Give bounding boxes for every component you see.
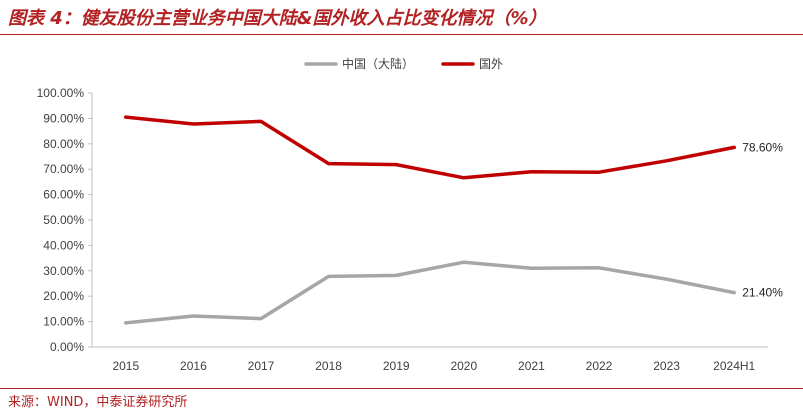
y-tick-label: 60.00% bbox=[43, 188, 84, 202]
y-axis: 0.00% 10.00% 20.00% 30.00% 40.00% 50.00% 60.00… bbox=[37, 86, 93, 354]
x-tick-label: 2023 bbox=[653, 359, 680, 373]
y-tick-label: 70.00% bbox=[43, 162, 84, 176]
y-tick-label: 40.00% bbox=[43, 238, 84, 252]
y-tick-label: 20.00% bbox=[43, 289, 84, 303]
y-tick-label: 100.00% bbox=[37, 86, 85, 100]
y-tick-label: 80.00% bbox=[43, 137, 84, 151]
series-group bbox=[124, 115, 736, 325]
x-tick-label: 2024H1 bbox=[713, 359, 755, 373]
x-tick-label: 2022 bbox=[586, 359, 613, 373]
data-label: 78.60% bbox=[742, 140, 783, 154]
y-tick-label: 10.00% bbox=[43, 315, 84, 329]
x-tick-label: 2018 bbox=[315, 359, 342, 373]
title-divider bbox=[0, 34, 803, 35]
x-tick-label: 2016 bbox=[180, 359, 207, 373]
footer-divider bbox=[0, 388, 803, 389]
y-tick-label: 0.00% bbox=[50, 340, 84, 354]
y-tick-label: 50.00% bbox=[43, 213, 84, 227]
y-tick-label: 90.00% bbox=[43, 111, 84, 125]
source-note: 来源：WIND，中泰证券研究所 bbox=[8, 395, 188, 410]
x-tick-label: 2017 bbox=[248, 359, 275, 373]
end-labels: 21.40% 78.60% bbox=[742, 140, 783, 299]
legend: 中国（大陆） 国外 bbox=[304, 56, 503, 71]
data-label: 21.40% bbox=[742, 286, 783, 300]
y-tick-label: 30.00% bbox=[43, 264, 84, 278]
series-line-china-mainland bbox=[124, 260, 736, 325]
x-axis: 2015 2016 2017 2018 2019 2020 2021 2022 2023 2024… bbox=[92, 346, 768, 373]
legend-label: 国外 bbox=[479, 57, 503, 71]
x-tick-label: 2015 bbox=[112, 359, 139, 373]
x-tick-label: 2021 bbox=[518, 359, 545, 373]
x-tick-label: 2019 bbox=[383, 359, 410, 373]
x-tick-label: 2020 bbox=[450, 359, 477, 373]
legend-label: 中国（大陆） bbox=[342, 56, 414, 71]
chart-title: 图表 4：健友股份主营业务中国大陆&国外收入占比变化情况（%） bbox=[8, 8, 547, 29]
series-line-overseas bbox=[124, 115, 736, 180]
line-chart: 0.00% 10.00% 20.00% 30.00% 40.00% 50.00% 60.00… bbox=[37, 56, 784, 373]
